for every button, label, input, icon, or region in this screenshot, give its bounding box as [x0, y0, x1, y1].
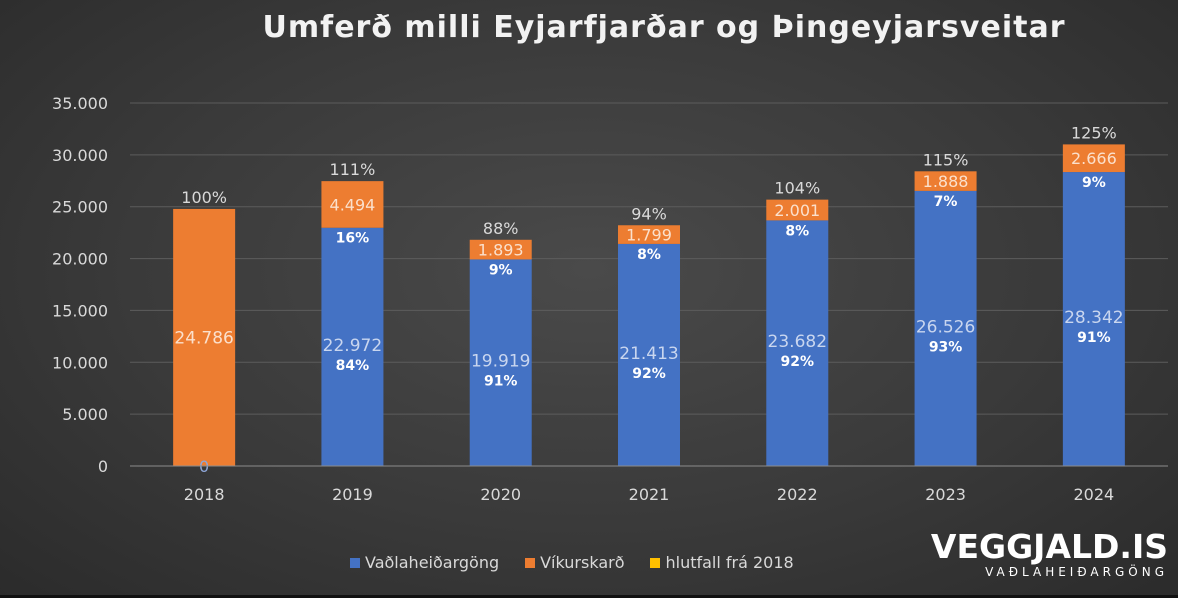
legend-item-hlutfall[interactable]: hlutfall frá 2018: [650, 553, 794, 572]
legend-label: Vaðlaheiðargöng: [365, 553, 500, 572]
logo-sub-text: VAÐLAHEIÐARGÖNG: [985, 565, 1168, 579]
y-tick-label: 25.000: [52, 198, 108, 217]
vadlaheidargong-value-label: 23.682: [768, 332, 827, 352]
legend-swatch: [525, 557, 536, 568]
legend: Vaðlaheiðargöng Víkurskarð hlutfall frá …: [350, 553, 794, 572]
total-share-label: 88%: [483, 219, 519, 238]
vikurskard-value-label: 1.893: [478, 241, 524, 260]
vikurskard-share-label: 9%: [489, 262, 513, 278]
bar-vikurskard-2024: [1062, 144, 1125, 173]
legend-swatch: [350, 557, 360, 568]
vadlaheidargong-share-label: 92%: [781, 354, 815, 370]
bar-vadlaheidargong-2022: [766, 220, 829, 466]
vadlaheidargong-value-label: 28.342: [1064, 308, 1123, 328]
total-share-label: 125%: [1071, 123, 1117, 142]
bar-vikurskard-2018: [173, 208, 236, 466]
y-tick-label: 5.000: [62, 405, 108, 424]
logo-main-text: VEGGJALD.IS: [930, 527, 1168, 566]
bar-vikurskard-2019: [321, 181, 384, 228]
total-share-label: 104%: [774, 179, 820, 198]
bars: [173, 144, 1125, 466]
total-share-label: 94%: [631, 204, 667, 223]
vikurskard-value-label: 24.786: [174, 328, 233, 348]
vadlaheidargong-share-label: 91%: [484, 374, 518, 390]
vadlaheidargong-value-label: 19.919: [471, 352, 530, 372]
x-tick-label: 2020: [480, 485, 521, 504]
y-tick-label: 0: [98, 457, 108, 476]
x-tick-label: 2022: [777, 485, 818, 504]
y-tick-label: 15.000: [52, 301, 108, 320]
y-tick-label: 35.000: [52, 94, 108, 113]
vikurskard-share-label: 16%: [336, 231, 370, 247]
legend-swatch: [650, 557, 661, 568]
vikurskard-value-label: 2.001: [774, 201, 820, 220]
vikurskard-value-label: 1.799: [626, 226, 672, 245]
total-share-label: 111%: [330, 160, 376, 179]
legend-item-vadlaheidargong[interactable]: Vaðlaheiðargöng: [350, 553, 499, 572]
bar-vikurskard-2020: [469, 239, 532, 260]
vadlaheidargong-value-label: 22.972: [323, 336, 382, 356]
chart-title: Umferð milli Eyjarfjarðar og Þingeyjarsv…: [262, 10, 1066, 45]
bar-vadlaheidargong-2023: [914, 190, 977, 466]
bar-vadlaheidargong-2019: [321, 227, 384, 466]
x-tick-label: 2021: [629, 485, 670, 504]
legend-label: hlutfall frá 2018: [665, 553, 794, 572]
y-axis: 0 5.000 10.000 15.000 20.000 25.000 30.000 35.0…: [52, 94, 108, 476]
vadlaheidargong-share-label: 84%: [336, 358, 370, 374]
vikurskard-share-label: 8%: [637, 247, 661, 263]
vadlaheidargong-share-label: 91%: [1077, 330, 1111, 346]
y-tick-label: 10.000: [52, 353, 108, 372]
bar-vikurskard-2022: [766, 199, 829, 221]
x-tick-label: 2024: [1073, 485, 1114, 504]
bar-vadlaheidargong-2021: [618, 243, 680, 466]
y-tick-label: 20.000: [52, 250, 108, 269]
vadlaheidargong-share-label: 93%: [929, 339, 963, 355]
vadlaheidargong-value-label: 21.413: [619, 344, 678, 364]
vikurskard-share-label: 7%: [934, 194, 958, 210]
bottom-border: [0, 595, 1178, 598]
vikurskard-share-label: 8%: [785, 223, 809, 239]
bar-vadlaheidargong-2024: [1062, 172, 1125, 466]
vadlaheidargong-share-label: 92%: [632, 366, 666, 382]
bar-vikurskard-2023: [914, 171, 977, 191]
x-tick-label: 2018: [184, 485, 225, 504]
x-axis: 2018 2019 2020 2021 2022 2023 2024: [130, 465, 1168, 504]
total-share-label: 115%: [923, 150, 969, 169]
total-share-label: 100%: [181, 188, 227, 207]
x-tick-label: 2023: [925, 485, 966, 504]
vikurskard-value-label: 1.888: [923, 172, 969, 191]
bar-vikurskard-2021: [618, 225, 680, 244]
bar-vadlaheidargong-2020: [469, 259, 532, 466]
vikurskard-share-label: 9%: [1082, 175, 1106, 191]
vikurskard-value-label: 2.666: [1071, 149, 1117, 168]
logo: VEGGJALD.IS VAÐLAHEIÐARGÖNG: [930, 527, 1168, 580]
legend-label: Víkurskarð: [540, 553, 625, 572]
y-tick-label: 30.000: [52, 146, 108, 165]
legend-item-vikurskard[interactable]: Víkurskarð: [525, 553, 624, 572]
vikurskard-value-label: 4.494: [330, 195, 376, 214]
data-labels: 100%24.7860111%22.97284%4.49416%88%19.91…: [174, 123, 1123, 476]
vadlaheidargong-value-label: 26.526: [916, 317, 975, 337]
x-tick-label: 2019: [332, 485, 373, 504]
